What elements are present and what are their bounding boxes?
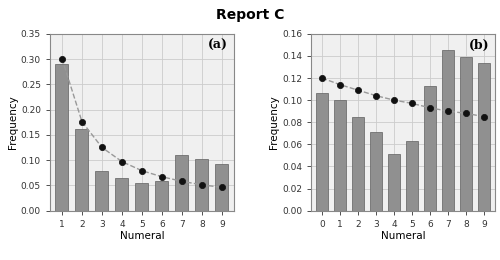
Bar: [370, 132, 382, 211]
Bar: [96, 171, 108, 211]
Bar: [156, 181, 168, 211]
X-axis label: Numeral: Numeral: [120, 231, 164, 241]
Bar: [216, 164, 228, 211]
Bar: [352, 117, 364, 211]
Bar: [388, 154, 400, 211]
Bar: [424, 86, 436, 211]
Bar: [334, 100, 346, 211]
Bar: [176, 155, 188, 211]
Text: Report C: Report C: [216, 8, 284, 22]
Y-axis label: Frequency: Frequency: [8, 95, 18, 149]
Bar: [116, 178, 128, 211]
Bar: [136, 183, 148, 211]
Bar: [406, 141, 418, 211]
Text: (b): (b): [469, 39, 490, 52]
X-axis label: Numeral: Numeral: [380, 231, 426, 241]
Y-axis label: Frequency: Frequency: [269, 95, 279, 149]
Bar: [316, 93, 328, 211]
Bar: [196, 159, 208, 211]
Bar: [478, 62, 490, 211]
Bar: [56, 64, 68, 211]
Text: (a): (a): [208, 39, 229, 52]
Bar: [76, 129, 88, 211]
Bar: [460, 57, 472, 211]
Bar: [442, 50, 454, 211]
